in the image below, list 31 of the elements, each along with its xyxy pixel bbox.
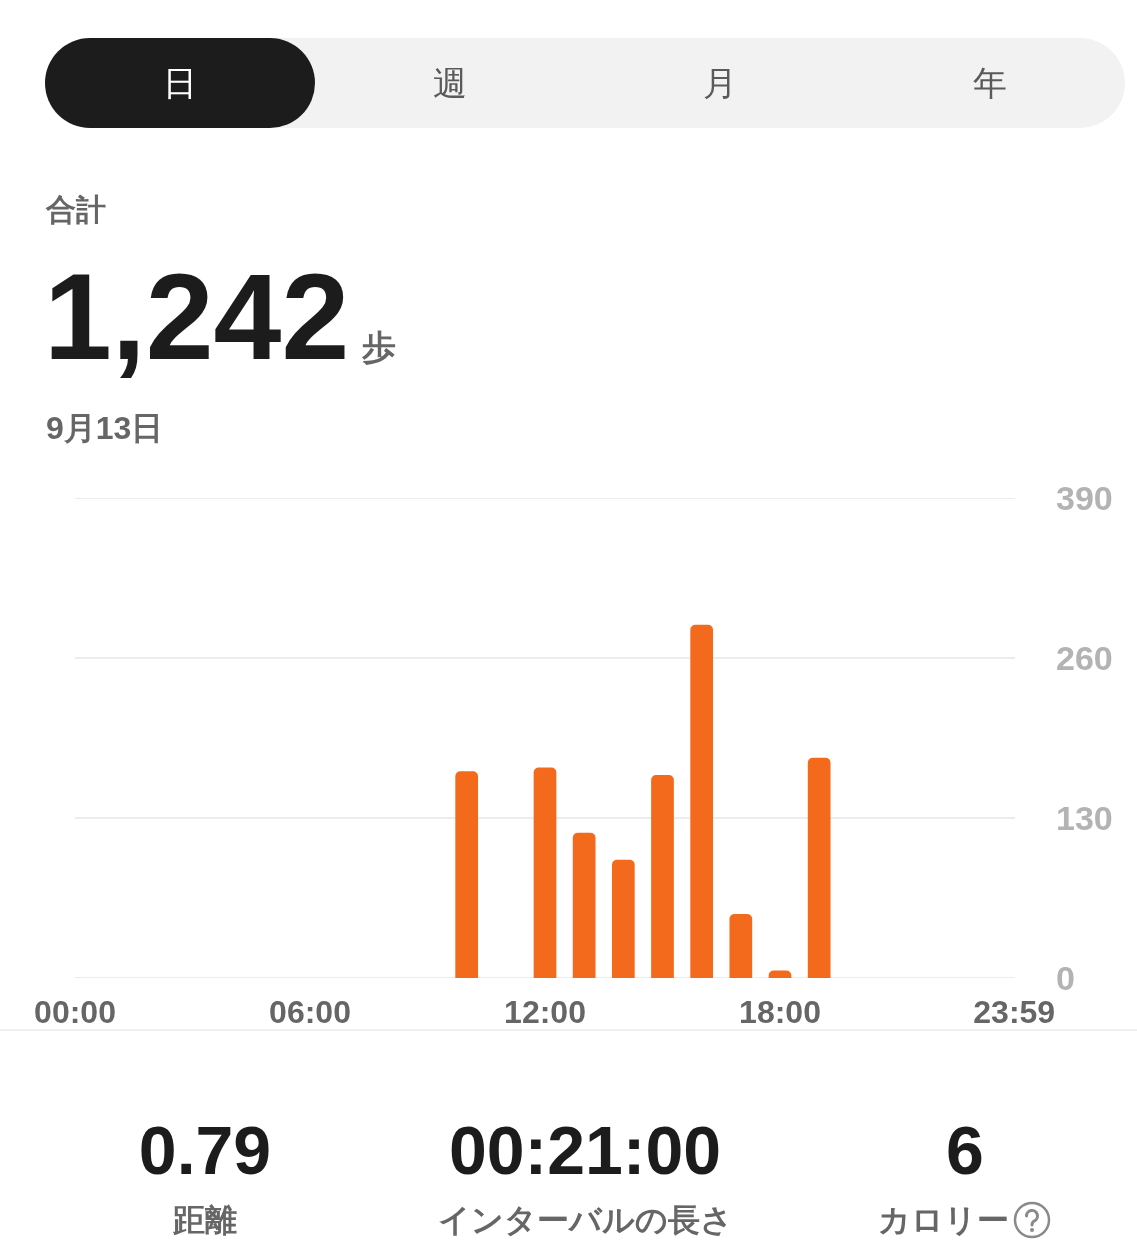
bar: [690, 624, 714, 978]
text: インターバルの長さ: [437, 1201, 733, 1239]
y-tick-label: 260: [1056, 638, 1113, 677]
text: 年: [973, 63, 1007, 103]
text: 00:21:00: [448, 1112, 722, 1188]
bar: [729, 914, 753, 978]
x-tick-label: 00:00: [34, 994, 116, 1030]
text: 歩: [362, 327, 396, 367]
text: 距離: [173, 1201, 237, 1239]
x-tick-label: 23:59: [973, 994, 1056, 1030]
x-tick-label: 12:00: [504, 994, 586, 1030]
x-tick-label: 06:00: [269, 994, 351, 1030]
bar: [455, 771, 479, 978]
y-tick-label: 0: [1056, 958, 1075, 997]
text: 合計: [46, 192, 106, 227]
text: 6: [946, 1112, 984, 1188]
text: 1,242: [44, 249, 350, 385]
x-tick-label: 18:00: [739, 994, 821, 1030]
bar: [572, 832, 596, 978]
text: 日: [163, 63, 197, 103]
y-tick-label: 390: [1056, 478, 1113, 517]
bar: [533, 767, 557, 978]
text: 月: [703, 63, 737, 103]
bar: [651, 774, 674, 978]
bar: [611, 859, 635, 978]
text: 9月13日: [46, 410, 164, 446]
y-tick-label: 130: [1056, 798, 1113, 837]
text: 週: [433, 63, 467, 103]
text: 0.79: [138, 1112, 272, 1188]
bar: [807, 757, 831, 978]
text: カロリー: [877, 1201, 1009, 1239]
